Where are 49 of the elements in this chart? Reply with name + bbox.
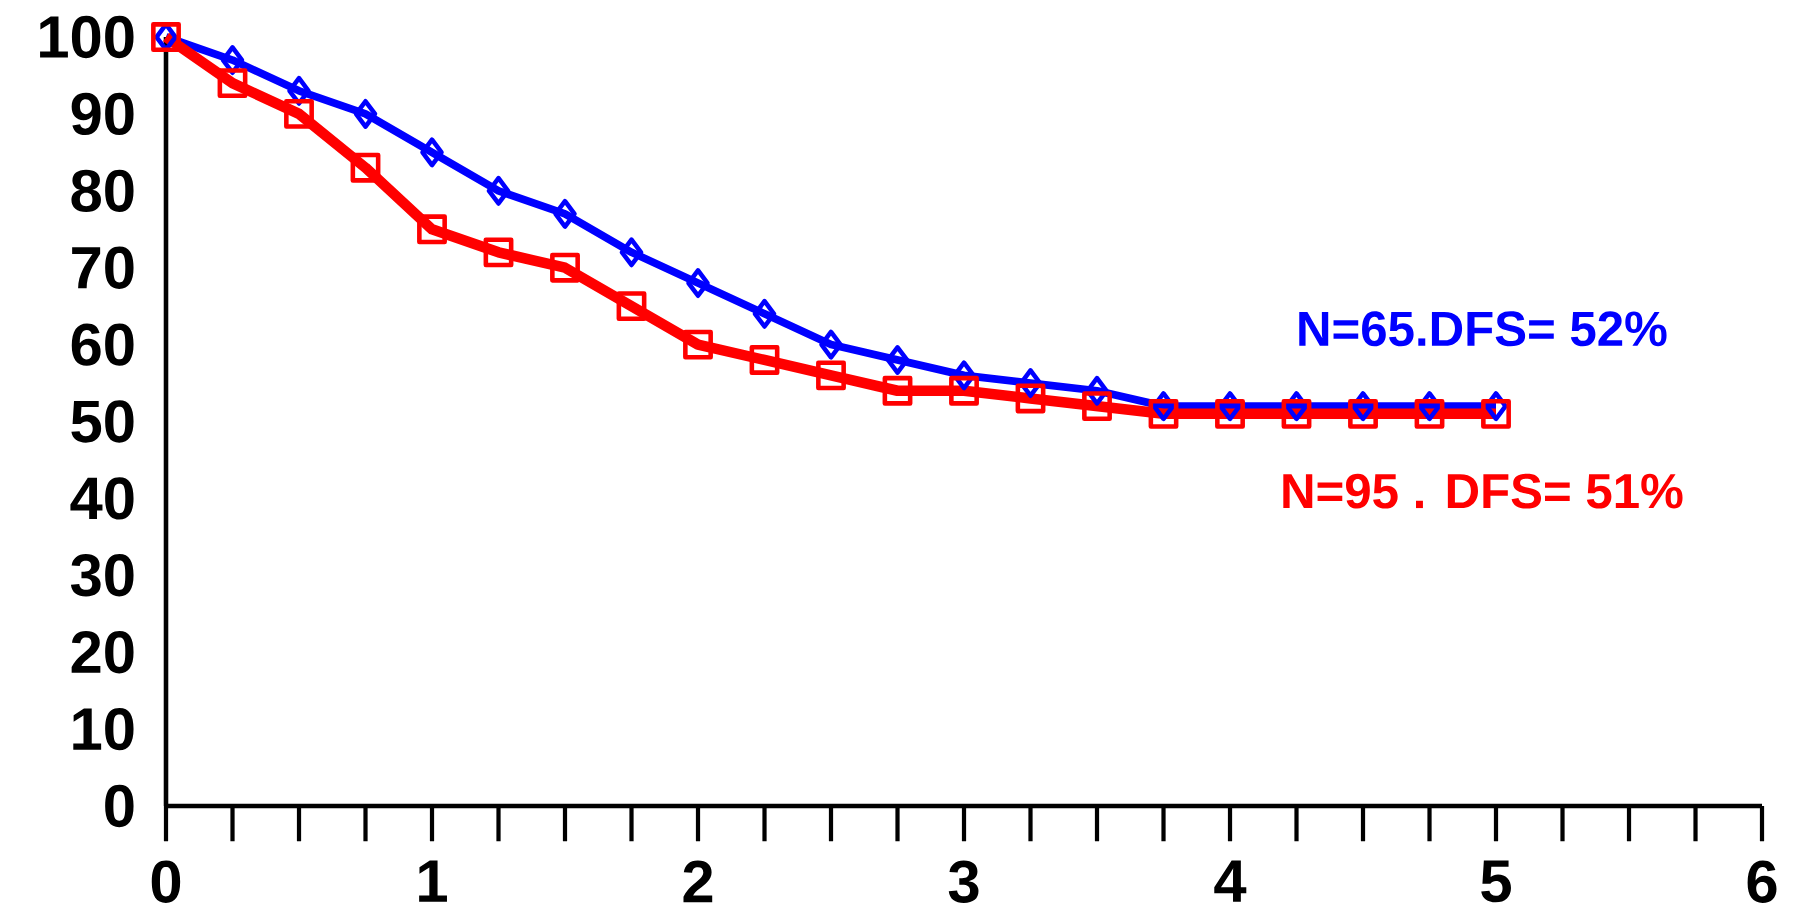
y-tick-label: 50 (71, 400, 134, 443)
point (816, 360, 846, 391)
y-tick-label: 100 (40, 15, 134, 59)
y-tick-label: 70 (72, 246, 134, 289)
point (1414, 398, 1445, 429)
y-tick-label: 80 (71, 169, 134, 212)
point (1148, 398, 1179, 429)
series-label: N=65.DFS= 52% (1299, 311, 1667, 347)
y-tick-label: 90 (71, 92, 134, 136)
point (350, 152, 381, 183)
x-tick-label: 4 (1214, 860, 1247, 902)
y-tick-label: 30 (70, 554, 134, 597)
point (1481, 398, 1511, 429)
point (1082, 391, 1112, 422)
point (749, 345, 780, 375)
point (819, 329, 843, 360)
y-tick-label: 60 (71, 323, 134, 366)
x-tick-label: 6 (1747, 860, 1777, 903)
y-tick-label: 10 (73, 707, 134, 751)
point (420, 137, 444, 168)
point (885, 345, 910, 375)
point (686, 268, 710, 299)
point (284, 98, 314, 129)
point (1281, 398, 1312, 429)
point (683, 329, 713, 360)
point (1015, 383, 1046, 414)
point (1215, 398, 1245, 429)
point (483, 237, 514, 268)
point (550, 252, 580, 283)
point (353, 98, 378, 129)
point (1348, 398, 1378, 429)
point (553, 198, 577, 229)
point (616, 291, 647, 322)
x-tick-label: 0 (151, 860, 181, 903)
point (486, 175, 511, 206)
x-tick-label: 3 (948, 860, 979, 903)
point (949, 375, 979, 406)
y-tick-label: 40 (70, 477, 134, 520)
point (217, 68, 248, 99)
y-tick-label: 0 (105, 784, 134, 828)
x-tick-label: 5 (1481, 860, 1511, 903)
point (752, 298, 777, 329)
series-label: N=95 . DFS= 51% (1283, 473, 1683, 509)
point (619, 237, 644, 268)
point (882, 375, 913, 406)
y-tick-label: 20 (71, 631, 134, 674)
point (417, 214, 447, 245)
x-tick-label: 1 (419, 860, 447, 902)
x-tick-label: 2 (683, 860, 713, 903)
